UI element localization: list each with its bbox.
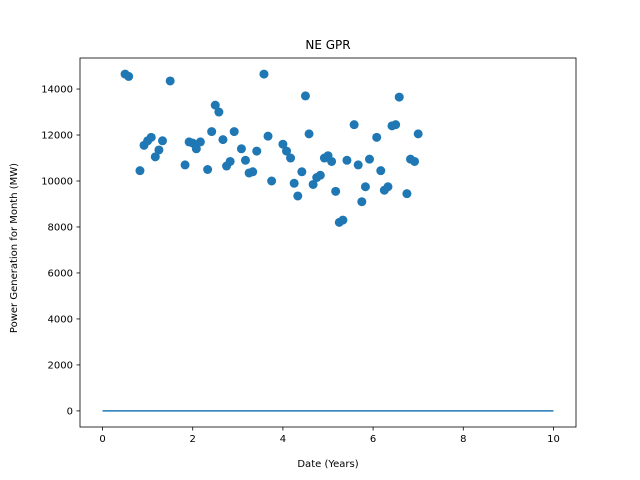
x-axis-label: Date (Years): [297, 459, 358, 470]
data-point: [282, 146, 292, 156]
data-point: [360, 182, 370, 192]
y-tick-label: 14000: [41, 85, 73, 96]
data-point: [308, 179, 318, 189]
data-point: [286, 153, 296, 163]
data-point: [364, 154, 374, 164]
y-tick-label: 8000: [48, 222, 73, 233]
data-point: [342, 155, 352, 165]
data-point: [331, 186, 341, 196]
data-point: [191, 144, 201, 154]
data-point: [410, 156, 420, 166]
data-point: [248, 167, 258, 177]
x-tick-label: 10: [547, 434, 560, 445]
data-point: [158, 136, 168, 146]
data-point: [289, 178, 299, 188]
data-point: [210, 100, 220, 110]
x-tick-label: 6: [370, 434, 376, 445]
data-point: [240, 155, 250, 165]
data-point: [338, 215, 348, 225]
data-point: [357, 197, 367, 207]
data-point: [402, 189, 412, 199]
data-point: [195, 137, 205, 147]
data-point: [135, 166, 145, 176]
data-point: [267, 176, 277, 186]
axes: 0 2 4 6 8 10 0 2000 4000 6000 8000 10000 12000 14000: [41, 57, 577, 445]
x-tick-label: 0: [99, 434, 105, 445]
data-point: [383, 182, 393, 192]
data-point: [293, 191, 303, 201]
y-tick-label: 4000: [48, 314, 73, 325]
y-axis-label: Power Generation for Month (MW): [9, 163, 20, 333]
data-point: [124, 71, 134, 81]
data-point: [146, 132, 156, 142]
x-tick-label: 8: [460, 434, 466, 445]
data-point: [180, 160, 190, 170]
data-point: [229, 127, 239, 137]
data-point: [300, 91, 310, 101]
data-point: [203, 165, 213, 174]
y-tick-label: 12000: [41, 131, 73, 142]
data-point: [297, 167, 307, 177]
data-point: [353, 160, 363, 170]
data-point: [150, 152, 160, 162]
y-tick-label: 0: [67, 406, 73, 417]
data-point: [207, 127, 217, 137]
y-tick-label: 10000: [41, 177, 73, 188]
y-tick-label: 6000: [48, 268, 73, 279]
plot-area: [102, 69, 554, 412]
data-point: [154, 145, 164, 155]
chart-title: NE GPR: [305, 38, 350, 52]
y-tick-label: 2000: [48, 360, 73, 371]
data-point: [391, 120, 401, 130]
x-tick-label: 2: [190, 434, 196, 445]
data-point: [218, 135, 228, 145]
data-point: [165, 76, 175, 86]
data-point: [259, 69, 269, 79]
axes-frame: [79, 57, 577, 428]
data-point: [278, 139, 288, 149]
data-point: [304, 129, 314, 139]
data-point: [372, 132, 382, 142]
data-point: [214, 107, 224, 117]
data-point: [413, 129, 423, 139]
data-point: [252, 146, 262, 156]
data-point: [376, 166, 386, 176]
data-point: [349, 120, 359, 130]
x-tick-label: 4: [280, 434, 286, 445]
data-point: [327, 156, 337, 166]
data-point: [236, 144, 246, 154]
data-point: [225, 156, 235, 166]
data-point: [263, 131, 273, 141]
data-point: [315, 170, 325, 180]
data-point: [394, 92, 404, 102]
